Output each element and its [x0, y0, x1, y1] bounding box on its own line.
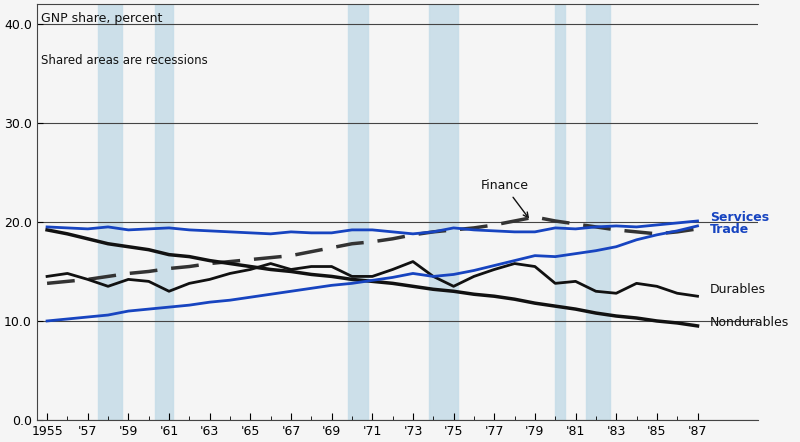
Bar	[348, 4, 368, 420]
Bar	[555, 4, 566, 420]
Text: Shared areas are recessions: Shared areas are recessions	[41, 54, 207, 67]
Bar	[98, 4, 122, 420]
Text: Finance: Finance	[481, 179, 529, 217]
Text: Services: Services	[710, 210, 769, 224]
Text: Durables: Durables	[710, 283, 766, 296]
Bar	[430, 4, 458, 420]
Text: Nondurables: Nondurables	[710, 316, 789, 329]
Text: GNP share, percent: GNP share, percent	[41, 12, 162, 26]
Bar	[154, 4, 173, 420]
Text: Trade: Trade	[710, 223, 749, 236]
Bar	[586, 4, 610, 420]
